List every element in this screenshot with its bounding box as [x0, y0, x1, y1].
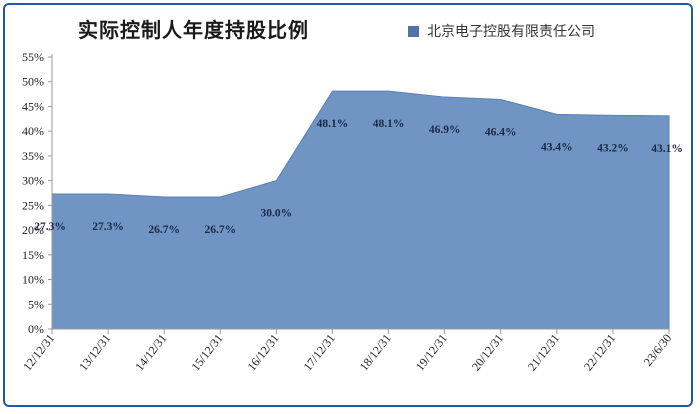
chart-title: 实际控制人年度持股比例 — [78, 18, 309, 42]
data-label: 46.4% — [485, 127, 517, 139]
x-tick-label: 12/12/31 — [20, 331, 57, 373]
y-tick-label: 50% — [22, 75, 44, 89]
y-tick-label: 15% — [22, 248, 44, 262]
y-tick-label: 55% — [22, 50, 44, 64]
x-tick-label: 16/12/31 — [244, 331, 281, 373]
x-tick-label: 14/12/31 — [132, 331, 169, 373]
x-tick-label: 20/12/31 — [469, 331, 506, 373]
y-tick-label: 30% — [22, 174, 44, 188]
legend: 北京电子控股有限责任公司 — [408, 21, 595, 41]
x-tick-label: 23/6/30 — [641, 331, 675, 369]
x-tick-label: 15/12/31 — [188, 331, 225, 373]
data-label: 43.4% — [541, 141, 573, 153]
legend-swatch — [408, 25, 419, 37]
data-label: 30.0% — [261, 208, 293, 220]
data-label: 27.3% — [34, 221, 66, 233]
data-label: 27.3% — [92, 221, 124, 233]
y-tick-label: 45% — [22, 99, 44, 113]
x-tick-label: 22/12/31 — [581, 331, 618, 373]
legend-label: 北京电子控股有限责任公司 — [427, 24, 595, 40]
y-tick-label: 35% — [22, 149, 44, 163]
x-tick-label: 17/12/31 — [301, 331, 338, 373]
y-tick-label: 20% — [22, 223, 44, 237]
x-tick-label: 13/12/31 — [76, 331, 113, 373]
y-tick-label: 25% — [22, 198, 44, 212]
data-label: 43.2% — [597, 142, 629, 154]
x-tick-label: 18/12/31 — [357, 331, 394, 373]
y-tick-label: 10% — [22, 273, 44, 287]
data-label: 46.9% — [429, 124, 461, 136]
x-tick-label: 21/12/31 — [525, 331, 562, 373]
data-label: 43.1% — [651, 143, 683, 155]
data-label: 48.1% — [373, 118, 405, 130]
data-label: 26.7% — [204, 224, 236, 236]
data-label: 48.1% — [317, 118, 349, 130]
area-series — [51, 90, 670, 330]
y-tick-label: 40% — [22, 124, 44, 138]
y-tick-label: 5% — [28, 297, 44, 311]
data-label: 26.7% — [148, 224, 180, 236]
x-tick-label: 19/12/31 — [413, 331, 450, 373]
y-tick-label: 0% — [28, 322, 44, 336]
